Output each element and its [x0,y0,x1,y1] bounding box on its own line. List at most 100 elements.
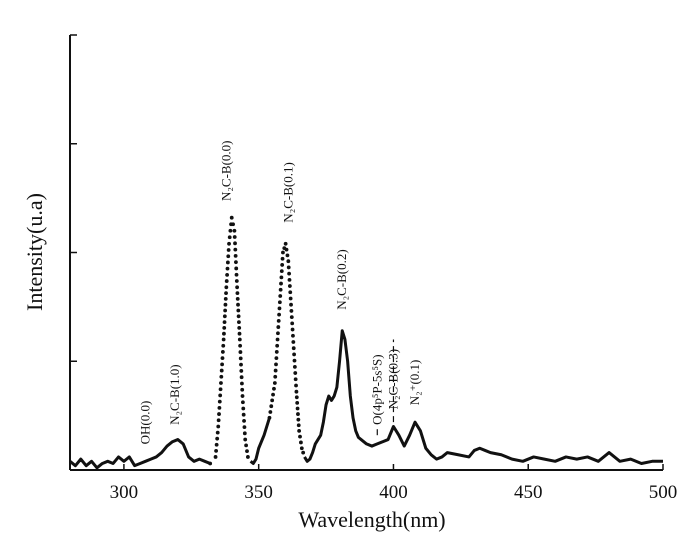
spectrum-point [237,326,242,330]
spectrum-point [224,285,229,290]
spectrum-line-segment [69,438,211,470]
spectrum-point [294,383,298,388]
spectrum-point [241,412,246,417]
spectrum-line-segment [249,417,271,465]
spectrum-point [267,415,272,420]
spectrum-point [240,394,245,398]
spectrum-point [216,418,221,423]
spectrum-point [228,228,233,233]
spectrum-point [221,337,226,342]
peak-label: N₂C-B(0.0) [218,141,233,202]
spectrum-point [276,318,281,323]
spectrum-point [293,371,298,375]
spectrum-point [274,362,278,367]
spectrum-point [236,302,240,307]
spectrum-point [244,443,249,448]
spectrum-point [271,392,275,397]
spectrum-point [215,430,220,435]
spectrum-point [272,381,277,385]
spectrum-point [296,412,300,416]
spectrum-point [289,302,293,307]
spectrum-point [238,356,243,361]
spectrum-point [299,446,304,451]
spectrum-point [277,306,282,311]
spectrum-point [280,256,285,261]
spectrum-point [273,368,278,373]
spectrum-point [216,424,221,429]
spectrum-point [226,248,231,252]
spectrum-point [231,222,235,227]
spectrum-point [238,343,243,348]
spectrum-point [294,395,299,400]
spectrum-point [213,455,218,459]
y-axis-title: Intensity(u.a) [22,193,47,311]
spectrum-point [242,419,246,423]
spectrum-point [236,308,241,313]
spectrum-point [296,423,301,428]
spectrum-point [279,275,284,280]
spectrum-point [246,455,250,459]
spectrum-point [295,406,300,411]
spectrum-point [242,431,247,436]
peak-label: O(4p⁵P-5s⁵S) [369,354,384,424]
spectrum-point [235,297,240,301]
spectrum-point [293,377,298,382]
spectrum-point [219,381,223,385]
spectrum-point [234,260,238,265]
spectrum-point [232,235,237,239]
spectrum-point [288,290,293,295]
spectrum-point [222,331,226,336]
spectrum-point [290,321,295,326]
spectrum-point [292,358,297,363]
spectrum-point [219,368,224,373]
spectrum-point [239,362,243,367]
spectrum-point [288,296,293,301]
spectrum-point [290,327,295,332]
spectrum-point [222,326,227,330]
spectrum-point [234,279,239,283]
spectrum-point [270,398,275,403]
spectrum-point [297,428,302,433]
spectrum-point [273,374,278,379]
spectrum-point [287,277,292,282]
spectrum-point [233,241,237,246]
spectrum-point [233,253,238,258]
spectrum-point [232,228,237,233]
spectrum-point [225,260,230,265]
spectrum-point [220,350,225,354]
spectrum-point [295,400,300,405]
peak-label: N₂C-B(0.1) [280,162,295,223]
spectrum-point [298,434,302,439]
spectrum-point [289,309,294,313]
spectrum-point [238,350,243,354]
spectrum-point [220,356,225,361]
spectrum-point [278,294,283,298]
spectrum-point [296,417,301,422]
spectrum-point [279,281,283,286]
spectrum-point [291,346,296,351]
spectrum-point [215,436,220,441]
spectrum-point [239,369,244,373]
spectrum-point [223,308,228,313]
spectrum-point [241,406,246,411]
spectrum-point [287,284,292,288]
spectrum-point [214,448,218,453]
spectrum-point [214,442,219,447]
spectrum-point [237,320,241,324]
spectrum-point [301,450,306,455]
spectrum-point [223,297,228,301]
spectrum-point [242,425,247,430]
spectrum-point [276,325,281,329]
spectrum-point [218,387,223,392]
spectrum-point [208,461,213,466]
y-ticks [70,34,77,362]
x-tick-label: 450 [514,482,543,503]
spectrum-point [292,352,297,357]
spectrum-point [234,266,239,271]
spectrum-point [221,343,226,348]
spectrum-point [239,375,244,380]
spectrum-point [222,320,227,324]
spectrum-point [279,269,284,274]
spectrum-point [226,254,231,259]
